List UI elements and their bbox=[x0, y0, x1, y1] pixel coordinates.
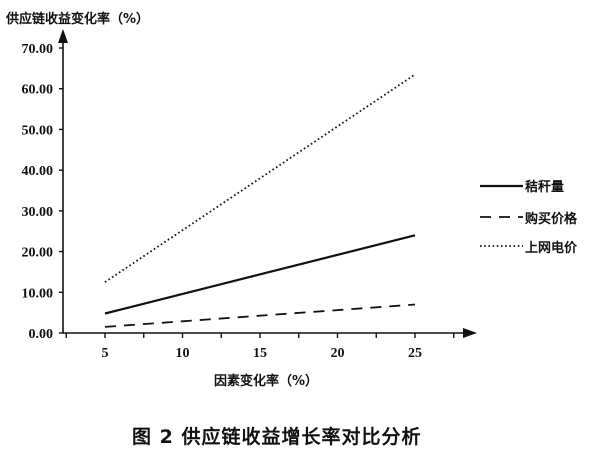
y-tick-label: 0.00 bbox=[29, 327, 54, 342]
x-tick-label: 20 bbox=[331, 346, 345, 361]
y-tick-label: 70.00 bbox=[22, 42, 54, 57]
y-tick-label: 30.00 bbox=[22, 205, 54, 220]
legend-label-straw: 秸秆量 bbox=[525, 180, 565, 195]
figure-caption: 图 2 供应链收益增长率对比分析 bbox=[132, 426, 422, 448]
series-layer bbox=[104, 73, 416, 328]
x-tick-label: 15 bbox=[253, 346, 267, 361]
ticks-layer: 0.00 10.00 20.00 30.00 40.00 50.00 60.00 70.00 5… bbox=[22, 42, 455, 361]
series-line-0 bbox=[104, 234, 416, 315]
legend-layer bbox=[480, 184, 523, 247]
legend-label-purchase-price: 购买价格 bbox=[525, 212, 578, 227]
series-line-2 bbox=[104, 73, 416, 283]
y-axis-arrow-icon bbox=[58, 29, 68, 43]
y-tick-label: 50.00 bbox=[22, 123, 54, 138]
x-tick-label: 25 bbox=[408, 346, 422, 361]
x-axis-arrow-icon bbox=[463, 328, 477, 338]
y-tick-label: 10.00 bbox=[22, 286, 54, 301]
x-tick-label: 5 bbox=[102, 346, 109, 361]
series-line-1 bbox=[104, 303, 416, 328]
x-axis-label: 因素变化率（%） bbox=[214, 374, 319, 389]
y-axis-label: 供应链收益变化率（%） bbox=[6, 12, 150, 27]
y-tick-label: 40.00 bbox=[22, 164, 54, 179]
x-tick-label: 10 bbox=[176, 346, 190, 361]
axes-layer bbox=[58, 29, 477, 338]
legend-label-grid-price: 上网电价 bbox=[525, 241, 578, 256]
y-tick-label: 20.00 bbox=[22, 246, 54, 261]
y-tick-label: 60.00 bbox=[22, 83, 54, 98]
